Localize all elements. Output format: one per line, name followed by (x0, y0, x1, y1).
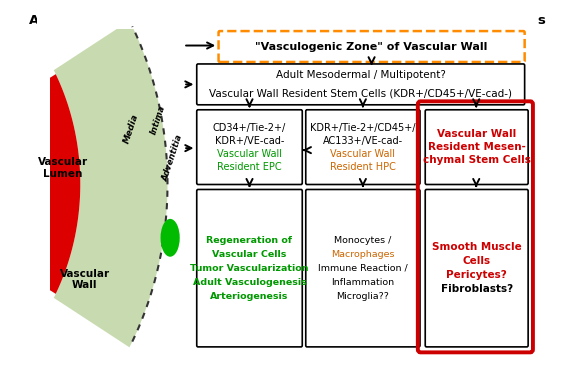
Bar (32, 350, 556, 368)
Text: Intima: Intima (149, 105, 167, 136)
Text: Adult Vascular Wall Resident Stem Cells / Endothelial Precursor Cells: Adult Vascular Wall Resident Stem Cells … (29, 14, 545, 26)
FancyBboxPatch shape (197, 64, 525, 105)
Text: AC133+/VE-cad-: AC133+/VE-cad- (323, 136, 403, 146)
Polygon shape (5, 103, 32, 265)
Text: Macrophages: Macrophages (331, 250, 394, 259)
FancyBboxPatch shape (306, 190, 420, 347)
Text: Inflammation: Inflammation (331, 277, 394, 287)
Text: Microglia??: Microglia?? (336, 291, 389, 301)
Text: Adventitia: Adventitia (161, 134, 185, 183)
Bar (32, 0, 50, 368)
Ellipse shape (161, 219, 180, 257)
Text: CD34+/Tie-2+/: CD34+/Tie-2+/ (213, 123, 286, 133)
Text: Vascular
Lumen: Vascular Lumen (38, 157, 88, 179)
Text: Vascular Wall Resident Stem Cells (KDR+/CD45+/VE-cad-): Vascular Wall Resident Stem Cells (KDR+/… (209, 88, 512, 98)
Text: Arteriogenesis: Arteriogenesis (210, 291, 289, 301)
FancyBboxPatch shape (197, 110, 302, 184)
Polygon shape (14, 74, 80, 294)
Text: KDR+/VE-cad-: KDR+/VE-cad- (215, 136, 284, 146)
FancyBboxPatch shape (197, 190, 302, 347)
Text: Regeneration of: Regeneration of (207, 236, 293, 245)
Text: KDR+/Tie-2+/CD45+/: KDR+/Tie-2+/CD45+/ (310, 123, 416, 133)
Text: Vascular Wall: Vascular Wall (437, 129, 516, 139)
FancyBboxPatch shape (306, 110, 420, 184)
Text: Vascular Wall: Vascular Wall (331, 149, 395, 159)
FancyBboxPatch shape (425, 190, 528, 347)
Bar (183, 0, 549, 368)
FancyBboxPatch shape (425, 110, 528, 184)
Text: Monocytes /: Monocytes / (334, 236, 391, 245)
Text: Cells: Cells (463, 256, 491, 266)
Text: chymal Stem Cells: chymal Stem Cells (422, 155, 530, 165)
Polygon shape (0, 118, 15, 250)
Text: Adult Mesodermal / Multipotent?: Adult Mesodermal / Multipotent? (276, 70, 445, 81)
Text: Immune Reaction /: Immune Reaction / (318, 264, 408, 273)
Text: Adult Vasculogenesis: Adult Vasculogenesis (193, 277, 307, 287)
Text: Vascular Cells: Vascular Cells (212, 250, 286, 259)
Text: Fibroblasts?: Fibroblasts? (441, 284, 513, 294)
Text: Pericytes?: Pericytes? (447, 270, 507, 280)
Bar (32, 0, 556, 29)
Text: Vascular
Wall: Vascular Wall (60, 269, 110, 290)
Text: "Vasculogenic Zone" of Vascular Wall: "Vasculogenic Zone" of Vascular Wall (255, 42, 488, 52)
Text: Resident HPC: Resident HPC (330, 162, 396, 171)
Text: Tumor Vascularization: Tumor Vascularization (190, 264, 309, 273)
Text: Vascular Wall: Vascular Wall (217, 149, 282, 159)
Text: Resident EPC: Resident EPC (217, 162, 282, 171)
Polygon shape (1, 112, 21, 256)
Polygon shape (54, 21, 168, 347)
Text: Resident Mesen-: Resident Mesen- (428, 142, 526, 152)
Text: Smooth Muscle: Smooth Muscle (432, 242, 522, 252)
Text: Media: Media (122, 112, 140, 144)
FancyBboxPatch shape (219, 31, 525, 62)
